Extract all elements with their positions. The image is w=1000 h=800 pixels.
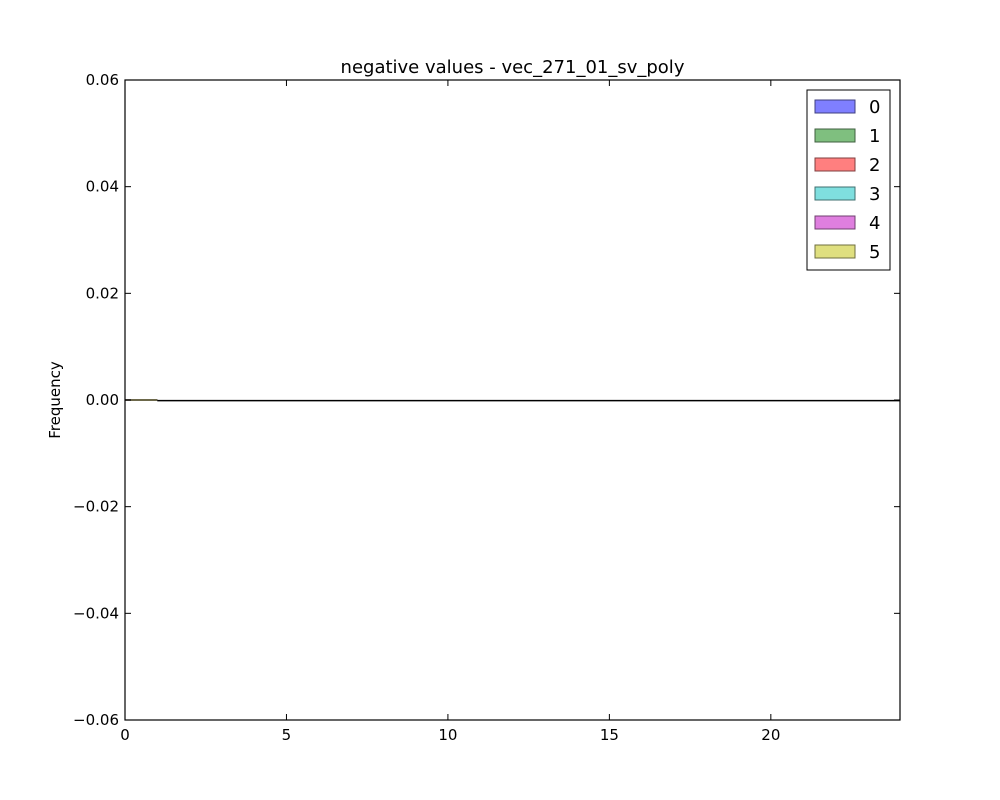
x-tick-label: 10 [438,726,457,744]
legend-swatch-1 [814,128,856,143]
y-tick-label: 0.00 [86,391,119,409]
legend-swatch-3 [814,186,856,201]
legend-label-4: 4 [869,213,880,234]
legend-box [806,89,891,271]
y-tick-label: −0.02 [73,498,119,516]
legend-swatch-5 [814,244,856,259]
y-tick-label: −0.04 [73,604,119,622]
y-tick-label: 0.02 [86,284,119,302]
legend-swatch-2 [814,157,856,172]
x-tick-label: 20 [761,726,780,744]
legend-label-1: 1 [869,126,880,147]
y-tick-label: 0.04 [86,178,119,196]
x-tick-label: 0 [120,726,130,744]
legend-label-2: 2 [869,155,880,176]
plot-area: 0 5 10 15 200.060.040.020.00−0.02−0.04−0.06 [73,71,901,744]
legend: 0 1 2 3 4 5 [806,89,891,271]
legend-swatch-0 [814,99,856,114]
x-tick-label: 5 [282,726,292,744]
y-axis-label: Frequency [46,361,64,439]
legend-label-0: 0 [869,97,880,118]
chart-title: negative values - vec_271_01_sv_poly [341,57,685,78]
y-tick-label: −0.06 [73,711,119,729]
legend-label-3: 3 [869,184,880,205]
legend-label-5: 5 [869,242,880,263]
x-tick-label: 15 [600,726,619,744]
y-tick-label: 0.06 [86,71,119,89]
legend-swatch-4 [814,215,856,230]
